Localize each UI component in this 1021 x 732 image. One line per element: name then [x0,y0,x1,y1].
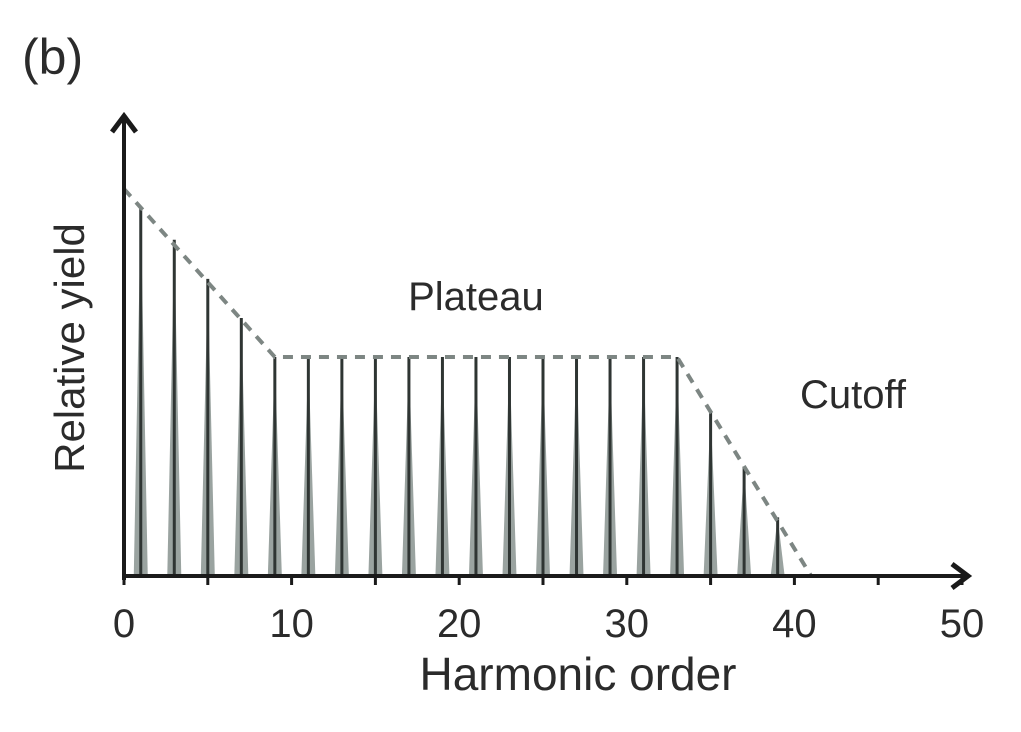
bars-group [133,208,785,577]
y-axis-label: Relative yield [46,223,93,473]
x-tick-label-30: 30 [605,602,650,646]
annotation-plateau: Plateau [408,275,544,319]
x-tick-labels-group: 0 10 20 30 40 50 [113,602,984,646]
x-tick-label-10: 10 [269,602,314,646]
x-axis-arrow [950,562,973,590]
envelope-line [122,187,813,578]
annotation-cutoff: Cutoff [800,373,907,417]
panel-label: (b) [22,29,83,85]
x-tick-label-20: 20 [437,602,482,646]
x-tick-label-0: 0 [113,602,135,646]
x-axis-label: Harmonic order [420,648,737,700]
x-ticks-group [122,576,964,585]
x-tick-label-40: 40 [772,602,817,646]
x-tick-label-50: 50 [940,602,985,646]
annotations-group: Plateau Cutoff [408,275,907,417]
y-axis-arrow [110,111,138,134]
